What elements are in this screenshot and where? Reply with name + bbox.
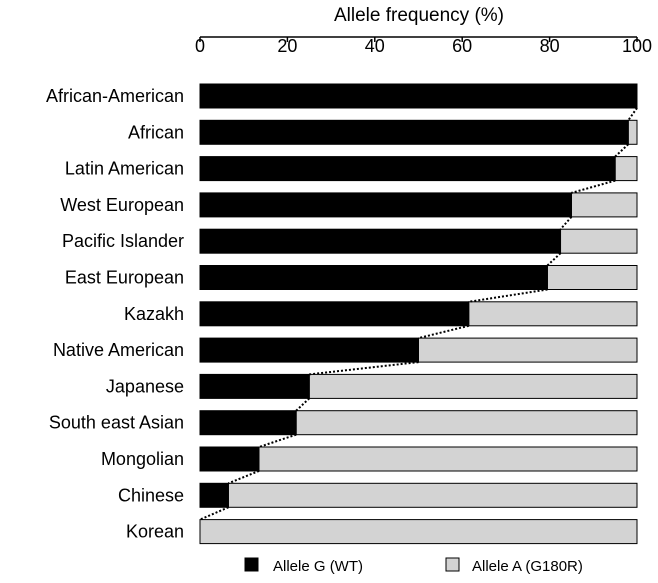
legend: Allele G (WT) Allele A (G180R) — [244, 557, 583, 575]
legend-swatch-allele-g — [244, 557, 259, 572]
bar-allele-a — [468, 301, 638, 327]
bar-allele-g — [199, 83, 638, 109]
bar-allele-g — [199, 156, 616, 182]
bars-group — [199, 83, 638, 545]
bar-allele-g — [199, 265, 548, 290]
category-label: Latin American — [65, 159, 184, 179]
category-label: South east Asian — [49, 413, 184, 433]
connector-segment — [546, 252, 562, 267]
x-tick-label: 60 — [452, 36, 472, 56]
bar-allele-g — [199, 337, 419, 363]
bar-allele-g — [199, 301, 470, 327]
connector-segment — [295, 397, 310, 412]
bar-allele-a — [560, 228, 638, 254]
category-label: Pacific Islander — [62, 231, 184, 251]
category-label: West European — [60, 195, 184, 215]
connector-segment — [468, 288, 548, 303]
connector-segment — [199, 506, 229, 521]
bar-allele-g — [199, 119, 629, 145]
category-label: Native American — [53, 340, 184, 360]
bar-allele-g — [199, 482, 229, 508]
x-tick-label: 40 — [365, 36, 385, 56]
connector-segment — [309, 361, 419, 376]
bar-allele-a — [295, 410, 638, 436]
bar-allele-a — [258, 446, 638, 472]
connector-segment — [627, 107, 638, 121]
bar-allele-g — [199, 373, 310, 399]
category-label: Chinese — [118, 485, 184, 505]
category-label: Mongolian — [101, 449, 184, 469]
bar-allele-g — [199, 410, 297, 436]
category-label: East European — [65, 268, 184, 288]
x-tick-label: 0 — [195, 36, 205, 56]
x-axis-title: Allele frequency (%) — [334, 5, 504, 26]
bar-allele-a — [614, 156, 638, 182]
connector-segment — [571, 179, 616, 194]
bar-allele-a — [627, 119, 638, 145]
bar-allele-a — [546, 265, 638, 290]
bar-allele-g — [199, 228, 562, 254]
bar-allele-a — [570, 192, 638, 218]
bar-allele-g — [199, 446, 260, 472]
dotted-connector — [199, 107, 638, 521]
legend-swatch-allele-a — [445, 557, 460, 572]
x-axis: 0 20 40 60 80 100 — [195, 36, 652, 56]
connector-segment — [258, 433, 297, 448]
bar-allele-a — [308, 373, 638, 399]
x-tick-label: 100 — [622, 36, 652, 56]
x-tick-label: 20 — [277, 36, 297, 56]
connector-segment — [418, 324, 469, 340]
bar-allele-a — [199, 519, 638, 545]
bar-allele-a — [418, 337, 638, 363]
connector-segment — [559, 216, 573, 230]
category-label: Kazakh — [124, 304, 184, 324]
connector-segment — [614, 143, 629, 158]
category-label: Japanese — [106, 376, 184, 396]
x-tick-label: 80 — [540, 36, 560, 56]
category-labels: African-American African Latin American Wes… — [46, 86, 184, 542]
category-label: Korean — [126, 522, 184, 542]
connector-segment — [228, 470, 260, 485]
bar-allele-a — [227, 482, 638, 508]
legend-label-allele-g: Allele G (WT) — [273, 558, 363, 575]
legend-label-allele-a: Allele A (G180R) — [472, 558, 583, 575]
category-label: African — [128, 122, 184, 142]
category-label: African-American — [46, 86, 184, 106]
bar-allele-g — [199, 192, 572, 218]
